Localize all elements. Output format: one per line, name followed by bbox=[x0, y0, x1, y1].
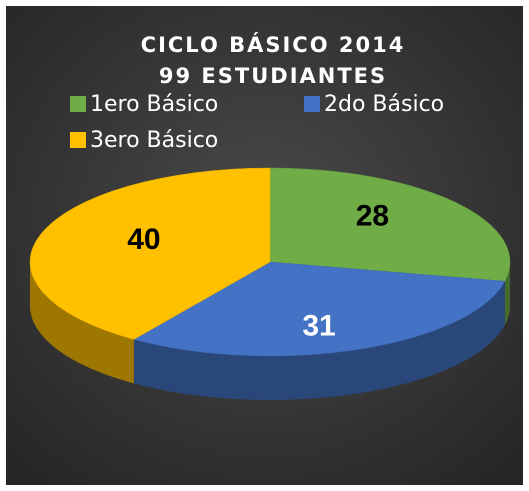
chart-subtitle: 99 ESTUDIANTES bbox=[159, 64, 387, 88]
legend-label: 1ero Básico bbox=[90, 92, 218, 117]
pie-slice bbox=[269, 167, 511, 282]
pie: 28 31 40 bbox=[29, 167, 511, 401]
legend-label: 3ero Básico bbox=[90, 128, 218, 153]
chart-title: CICLO BÁSICO 2014 bbox=[141, 32, 406, 57]
legend-swatch bbox=[70, 96, 86, 112]
slice-side bbox=[133, 281, 505, 401]
legend-swatch bbox=[70, 132, 86, 148]
data-label: 31 bbox=[302, 309, 335, 342]
data-label: 28 bbox=[356, 199, 389, 232]
legend-swatch bbox=[304, 96, 320, 112]
data-label: 40 bbox=[127, 223, 160, 256]
legend-label: 2do Básico bbox=[324, 92, 444, 117]
pie-slice bbox=[29, 167, 271, 340]
slice-side bbox=[30, 262, 134, 384]
slice-side bbox=[504, 262, 510, 326]
pie-slice bbox=[133, 261, 506, 357]
